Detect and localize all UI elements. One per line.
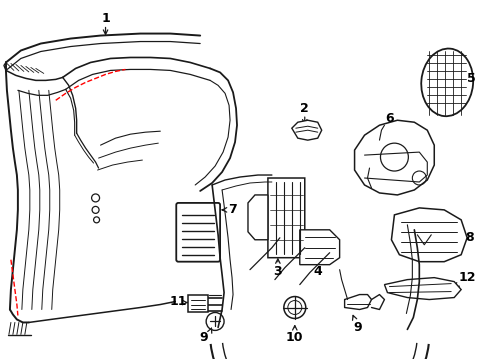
Polygon shape <box>267 178 304 258</box>
Text: 9: 9 <box>352 321 361 334</box>
Polygon shape <box>291 120 321 140</box>
Text: 9: 9 <box>200 331 208 344</box>
Text: 12: 12 <box>457 271 475 284</box>
Polygon shape <box>390 208 466 262</box>
Polygon shape <box>354 120 433 195</box>
Text: 5: 5 <box>466 72 474 85</box>
Text: 10: 10 <box>285 331 303 344</box>
Text: 1: 1 <box>101 12 110 25</box>
Polygon shape <box>384 278 460 300</box>
Text: 11: 11 <box>169 295 186 308</box>
Text: 6: 6 <box>385 112 393 125</box>
Text: 7: 7 <box>227 203 236 216</box>
FancyBboxPatch shape <box>176 203 220 262</box>
Text: 8: 8 <box>464 231 472 244</box>
Text: 4: 4 <box>313 265 322 278</box>
Polygon shape <box>299 230 339 265</box>
Ellipse shape <box>420 49 472 116</box>
FancyBboxPatch shape <box>188 294 208 312</box>
Text: 3: 3 <box>273 265 282 278</box>
Polygon shape <box>247 195 267 240</box>
Text: 2: 2 <box>300 102 308 115</box>
